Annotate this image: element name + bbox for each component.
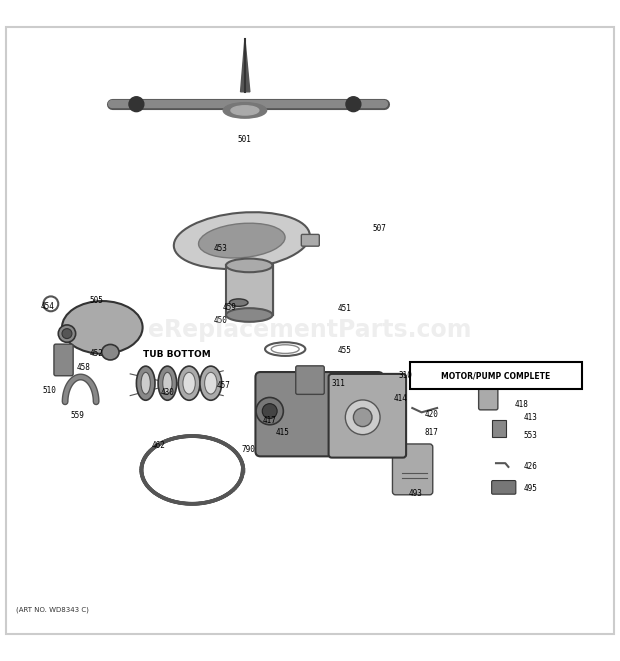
FancyBboxPatch shape <box>492 481 516 494</box>
Text: 426: 426 <box>524 463 538 471</box>
FancyBboxPatch shape <box>492 420 506 436</box>
Ellipse shape <box>231 106 259 115</box>
Ellipse shape <box>229 299 248 306</box>
Text: 495: 495 <box>524 484 538 493</box>
Text: 505: 505 <box>89 296 103 305</box>
Text: 420: 420 <box>425 410 438 418</box>
Text: eReplacementParts.com: eReplacementParts.com <box>148 319 472 342</box>
Text: 414: 414 <box>394 394 407 403</box>
Text: 311: 311 <box>332 379 345 388</box>
FancyBboxPatch shape <box>410 362 582 389</box>
Ellipse shape <box>183 372 195 394</box>
Ellipse shape <box>102 344 119 360</box>
Circle shape <box>129 97 144 112</box>
Ellipse shape <box>226 308 273 322</box>
Text: 451: 451 <box>338 304 352 313</box>
Ellipse shape <box>62 301 143 354</box>
Ellipse shape <box>205 372 217 394</box>
Text: 453: 453 <box>213 244 227 253</box>
Text: 454: 454 <box>40 303 54 311</box>
Text: 455: 455 <box>338 346 352 355</box>
Ellipse shape <box>162 372 172 394</box>
Ellipse shape <box>174 212 310 269</box>
Text: 310: 310 <box>399 371 412 379</box>
Ellipse shape <box>198 223 285 258</box>
Text: 817: 817 <box>425 428 438 438</box>
Circle shape <box>353 408 372 426</box>
Text: 415: 415 <box>275 428 289 438</box>
Text: 452: 452 <box>89 349 103 358</box>
Text: 458: 458 <box>77 363 91 371</box>
FancyBboxPatch shape <box>392 444 433 495</box>
Text: 493: 493 <box>409 488 422 498</box>
FancyBboxPatch shape <box>54 344 73 375</box>
Text: 559: 559 <box>71 411 84 420</box>
Text: 553: 553 <box>524 432 538 440</box>
Polygon shape <box>226 266 273 315</box>
Polygon shape <box>241 39 250 92</box>
Ellipse shape <box>200 366 222 401</box>
Text: 501: 501 <box>238 136 252 144</box>
Text: 430: 430 <box>161 388 174 397</box>
Text: 510: 510 <box>43 386 56 395</box>
Circle shape <box>345 400 380 435</box>
Text: 413: 413 <box>524 413 538 422</box>
Ellipse shape <box>223 102 267 118</box>
Text: 507: 507 <box>372 223 386 233</box>
Text: 790: 790 <box>241 446 255 454</box>
Text: (ART NO. WD8343 C): (ART NO. WD8343 C) <box>16 606 89 613</box>
Ellipse shape <box>58 325 76 342</box>
FancyBboxPatch shape <box>6 26 614 635</box>
Text: 457: 457 <box>216 381 230 391</box>
Ellipse shape <box>158 366 177 401</box>
Circle shape <box>346 97 361 112</box>
Text: 462: 462 <box>151 441 165 450</box>
Text: 450: 450 <box>213 316 227 325</box>
FancyBboxPatch shape <box>329 374 406 457</box>
FancyBboxPatch shape <box>296 366 324 395</box>
Text: TUB BOTTOM: TUB BOTTOM <box>143 350 211 358</box>
FancyBboxPatch shape <box>301 235 319 246</box>
Circle shape <box>256 397 283 425</box>
Text: 459: 459 <box>223 303 236 311</box>
Text: 418: 418 <box>515 401 528 409</box>
FancyBboxPatch shape <box>479 381 498 410</box>
Ellipse shape <box>179 366 200 401</box>
Circle shape <box>262 404 277 418</box>
Ellipse shape <box>226 258 273 272</box>
Ellipse shape <box>136 366 155 401</box>
Ellipse shape <box>62 329 72 338</box>
Text: MOTOR/PUMP COMPLETE: MOTOR/PUMP COMPLETE <box>441 371 551 380</box>
FancyBboxPatch shape <box>255 372 383 456</box>
Text: 417: 417 <box>263 416 277 425</box>
Ellipse shape <box>141 372 150 394</box>
